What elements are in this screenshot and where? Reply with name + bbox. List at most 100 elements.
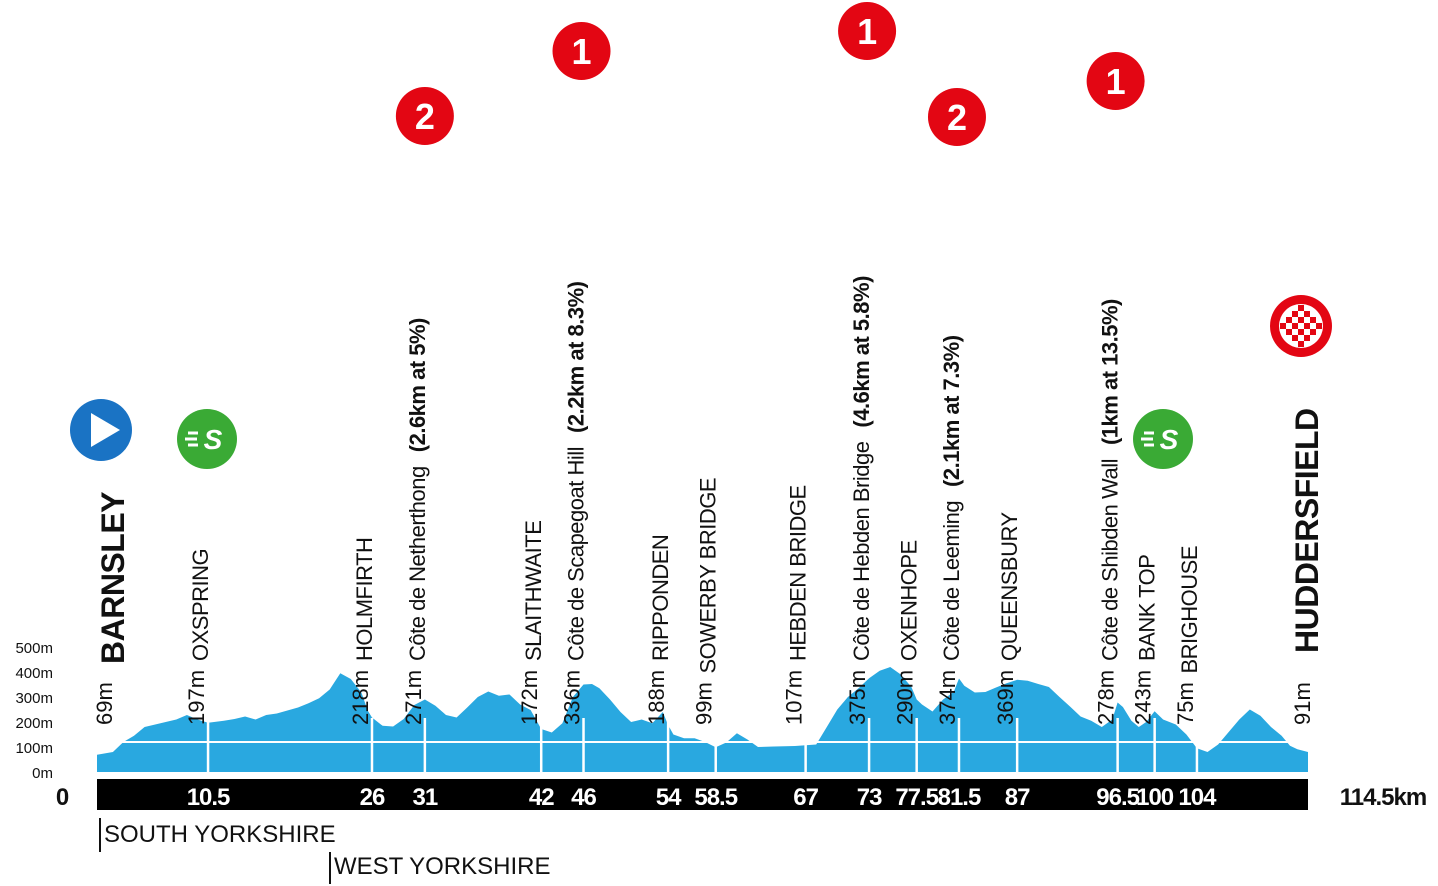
finish-icon bbox=[1270, 295, 1332, 357]
sprint-badge bbox=[1133, 409, 1193, 469]
elevation-profile-area bbox=[97, 667, 1308, 772]
sprint-icon: S bbox=[177, 409, 237, 469]
altitude-label: 107m bbox=[782, 670, 807, 725]
start-icon bbox=[70, 399, 132, 461]
climb-spec-label: (2.2km at 8.3%) bbox=[564, 281, 589, 433]
checker-square bbox=[1286, 329, 1292, 335]
altitude-label: 75m bbox=[1173, 682, 1198, 725]
km-mark-label: 104 bbox=[1178, 784, 1217, 811]
checker-square bbox=[1286, 317, 1292, 323]
km-mark-label: 73 bbox=[857, 784, 882, 811]
region-label: SOUTH YORKSHIRE bbox=[104, 821, 336, 848]
climb-category-badge bbox=[552, 22, 611, 80]
climb-category-icon: 1 bbox=[1086, 52, 1145, 110]
checker-square bbox=[1292, 335, 1298, 341]
km-mark-label: 81.5 bbox=[938, 784, 981, 811]
town-name-label: HOLMFIRTH bbox=[352, 538, 377, 661]
climb-spec-label: (4.6km at 5.8%) bbox=[849, 276, 874, 428]
town-name-label: HUDDERSFIELD bbox=[1289, 408, 1325, 653]
km-mark-label: 67 bbox=[793, 784, 818, 811]
town-name-label: SLAITHWAITE bbox=[521, 521, 546, 661]
altitude-label: 218m bbox=[348, 670, 373, 725]
town-name-label: BARNSLEY bbox=[95, 492, 131, 664]
altitude-label: 374m bbox=[935, 670, 960, 725]
km-mark-label: 42 bbox=[529, 784, 554, 811]
altitude-label: 197m bbox=[184, 670, 209, 725]
y-tick-label: 400m bbox=[15, 665, 53, 682]
sprint-badge bbox=[177, 409, 237, 469]
checker-square bbox=[1298, 305, 1304, 311]
town-name-label: SOWERBY BRIDGE bbox=[696, 478, 721, 674]
climb-category-icon: 1 bbox=[552, 22, 611, 80]
km-bar bbox=[97, 779, 1308, 810]
climb-category-number: 1 bbox=[1106, 61, 1126, 102]
climb-category-number: 2 bbox=[415, 96, 435, 137]
altitude-label: 243m bbox=[1131, 670, 1156, 725]
altitude-label: 188m bbox=[644, 670, 669, 725]
checker-square bbox=[1298, 329, 1304, 335]
town-name-label: HEBDEN BRIDGE bbox=[786, 485, 811, 661]
checker-square bbox=[1280, 323, 1286, 329]
y-tick-label: 100m bbox=[15, 740, 53, 757]
finish-flag-bg bbox=[1279, 304, 1323, 348]
town-name-label: RIPPONDEN bbox=[648, 535, 673, 661]
checker-square bbox=[1310, 317, 1316, 323]
km-start-label: 0 bbox=[56, 784, 69, 811]
km-mark-label: 10.5 bbox=[187, 784, 230, 811]
climb-category-icon: 1 bbox=[838, 2, 897, 60]
altitude-label: 369m bbox=[993, 670, 1018, 725]
climb-name-label: Côte de Scapegoat Hill(2.2km at 8.3%) bbox=[564, 281, 589, 661]
altitude-label: 172m bbox=[517, 670, 542, 725]
play-triangle bbox=[91, 413, 120, 447]
sprint-letter: S bbox=[1160, 424, 1179, 455]
km-mark-label: 46 bbox=[571, 784, 596, 811]
checker-square bbox=[1292, 323, 1298, 329]
altitude-label: 271m bbox=[401, 670, 426, 725]
km-mark-label: 31 bbox=[413, 784, 438, 811]
altitude-label: 91m bbox=[1290, 682, 1315, 725]
climb-category-icon: 2 bbox=[395, 87, 454, 145]
climb-name-label: Côte de Shibden Wall(1km at 13.5%) bbox=[1098, 299, 1123, 661]
climb-category-badge bbox=[395, 87, 454, 145]
checker-square bbox=[1304, 311, 1310, 317]
climb-category-badge bbox=[838, 2, 897, 60]
y-tick-label: 500m bbox=[15, 640, 53, 657]
checker-square bbox=[1292, 311, 1298, 317]
km-mark-label: 96.5 bbox=[1096, 784, 1139, 811]
checker-square bbox=[1298, 341, 1304, 347]
town-name-label: OXSPRING bbox=[188, 549, 213, 661]
climb-name-label: Côte de Netherthong(2.6km at 5%) bbox=[405, 318, 430, 661]
km-total-label: 114.5km bbox=[1340, 784, 1426, 811]
climb-name-label: Côte de Leeming(2.1km at 7.3%) bbox=[939, 335, 964, 661]
km-mark-label: 54 bbox=[656, 784, 682, 811]
town-name-label: OXENHOPE bbox=[897, 540, 922, 661]
y-tick-label: 300m bbox=[15, 690, 53, 707]
climb-spec-label: (2.6km at 5%) bbox=[405, 318, 430, 452]
sprint-letter: S bbox=[204, 424, 223, 455]
climb-category-badge bbox=[927, 88, 986, 146]
km-mark-label: 100 bbox=[1136, 784, 1174, 811]
climb-category-number: 1 bbox=[857, 11, 877, 52]
town-name-label: QUEENSBURY bbox=[997, 512, 1022, 661]
altitude-label: 99m bbox=[692, 682, 717, 725]
region-label: WEST YORKSHIRE bbox=[334, 853, 551, 880]
checker-square bbox=[1304, 323, 1310, 329]
km-mark-label: 77.5 bbox=[895, 784, 938, 811]
checker-square bbox=[1304, 335, 1310, 341]
altitude-label: 278m bbox=[1094, 670, 1119, 725]
checker-square bbox=[1316, 323, 1322, 329]
altitude-label: 375m bbox=[845, 670, 870, 725]
climb-spec-label: (1km at 13.5%) bbox=[1098, 299, 1123, 445]
altitude-label: 69m bbox=[92, 682, 117, 725]
altitude-label: 290m bbox=[893, 670, 918, 725]
climb-category-icon: 2 bbox=[927, 88, 986, 146]
km-mark-label: 26 bbox=[360, 784, 385, 811]
sprint-icon: S bbox=[1133, 409, 1193, 469]
checker-square bbox=[1310, 329, 1316, 335]
town-name-label: BRIGHOUSE bbox=[1177, 546, 1202, 674]
climb-name-label: Côte de Hebden Bridge(4.6km at 5.8%) bbox=[849, 276, 874, 661]
climb-category-number: 1 bbox=[571, 31, 591, 72]
climb-category-number: 2 bbox=[947, 97, 967, 138]
km-mark-label: 58.5 bbox=[694, 784, 737, 811]
